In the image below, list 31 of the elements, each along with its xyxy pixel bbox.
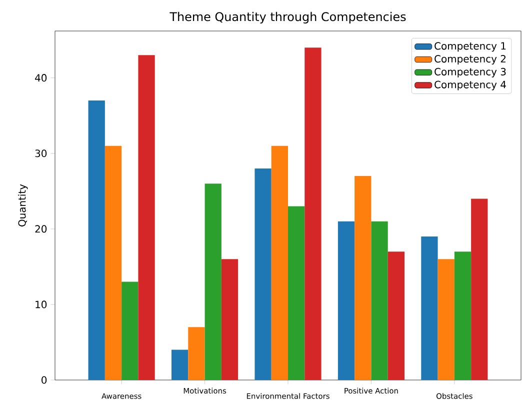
bar [88,100,105,380]
legend-label: Competency 4 [434,80,506,90]
y-tick-label: 30 [35,150,47,158]
y-tick-label: 40 [35,74,47,82]
y-tick-label: 0 [42,376,47,384]
bar [204,184,222,380]
bar [471,198,488,380]
bar [138,55,155,380]
y-tick-label: 20 [35,225,47,233]
bar [288,206,305,380]
legend-label: Competency 2 [434,55,506,65]
legend-label: Competency 1 [434,42,506,52]
bar [454,252,472,380]
chart-title: Theme Quantity through Competencies [170,12,406,24]
bar [371,221,388,380]
y-tick-label: 10 [36,300,47,308]
bar [354,176,372,380]
y-axis-title: Quantity [18,184,28,226]
bar [304,48,322,380]
bar [188,327,205,380]
bar [421,236,438,380]
bar [104,146,122,380]
bar [438,259,454,380]
legend-label: Competency 3 [434,68,506,78]
bar [388,252,404,380]
bar [271,146,288,380]
bar [221,259,238,380]
bar [254,168,272,380]
bar [122,282,138,380]
bar [172,350,188,380]
bar [338,221,355,380]
